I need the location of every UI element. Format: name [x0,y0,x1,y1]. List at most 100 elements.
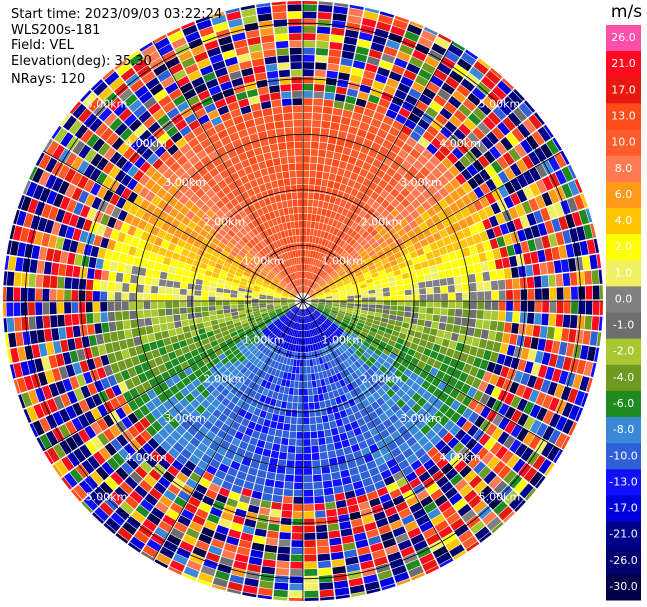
range-gate [169,63,184,75]
range-gate [281,305,289,308]
range-gate [256,439,266,448]
range-gate [195,278,203,285]
range-gate [414,215,425,226]
range-gate [311,127,321,135]
range-gate [189,193,200,204]
range-gate [235,91,248,101]
range-gate [352,142,362,152]
range-gate [260,168,269,177]
range-gate [347,194,356,204]
range-gate [341,476,352,485]
range-gate [199,262,208,270]
range-gate [475,221,486,233]
range-gate [78,144,91,159]
range-gate [124,329,133,339]
range-gate [316,327,322,334]
range-gate [176,75,190,88]
range-gate [517,359,527,372]
range-gate [246,314,254,319]
range-gate [434,494,448,507]
range-gate [475,141,488,154]
range-gate [141,44,157,58]
range-gate [277,331,283,338]
range-gate [354,301,362,304]
range-gate [251,58,265,67]
range-gate [204,326,213,333]
range-gate [361,307,369,311]
range-gate [366,490,379,501]
range-gate [320,596,335,601]
range-gate [376,423,386,433]
range-gate [209,281,217,288]
range-gate [292,280,297,288]
range-gate [6,349,13,364]
range-gate [291,409,298,417]
range-gate [414,447,427,459]
range-gate [243,207,252,216]
range-gate [341,535,355,544]
range-gate [104,71,120,86]
range-gate [99,481,114,496]
range-gate [273,249,280,257]
range-gate [418,313,426,320]
range-gate [136,293,144,301]
range-gate [236,363,245,372]
range-gate [137,447,149,460]
range-gate [446,316,455,324]
range-gate [376,296,383,301]
range-gate [194,431,205,442]
range-gate [590,362,597,378]
range-gate [198,166,209,177]
range-gate [237,297,245,301]
range-gate [404,419,415,430]
range-gate [223,309,231,314]
range-gate [280,401,287,409]
range-gate [107,291,115,301]
range-gate [114,292,122,301]
range-gate [484,437,497,451]
range-gate [357,358,365,366]
range-gate [339,308,346,313]
range-gate [362,222,371,231]
range-gate [194,306,202,313]
range-gate [469,366,479,377]
range-gate [334,197,342,206]
range-gate [262,108,273,117]
range-gate [351,317,359,322]
range-gate [527,239,537,252]
range-gate [321,466,331,474]
range-gate [307,337,310,345]
range-gate [287,453,295,461]
range-gate [69,101,82,114]
range-gate [365,63,378,73]
range-gate [128,53,144,67]
range-gate [396,285,405,291]
range-gate [256,177,265,186]
range-gate [350,420,359,430]
range-gate [230,386,239,395]
range-gate [536,422,548,438]
range-gate [574,179,583,193]
range-gate [372,158,382,169]
range-gate [313,320,318,328]
range-gate [296,184,303,192]
range-gate [477,102,492,116]
range-gate [334,381,342,389]
range-gate [472,357,483,368]
range-gate [171,374,181,384]
range-gate [355,98,367,108]
range-gate [331,334,338,341]
range-gate [312,207,318,215]
range-gate [485,423,498,437]
range-gate [297,352,301,360]
range-gate [137,275,145,285]
range-gate [370,191,380,201]
range-gate [340,154,350,163]
range-gate [390,296,398,301]
range-gate [368,330,377,337]
range-gate [346,310,353,314]
range-gate [354,532,367,542]
range-gate [225,257,233,265]
range-gate [375,308,383,314]
range-gate [216,190,226,200]
